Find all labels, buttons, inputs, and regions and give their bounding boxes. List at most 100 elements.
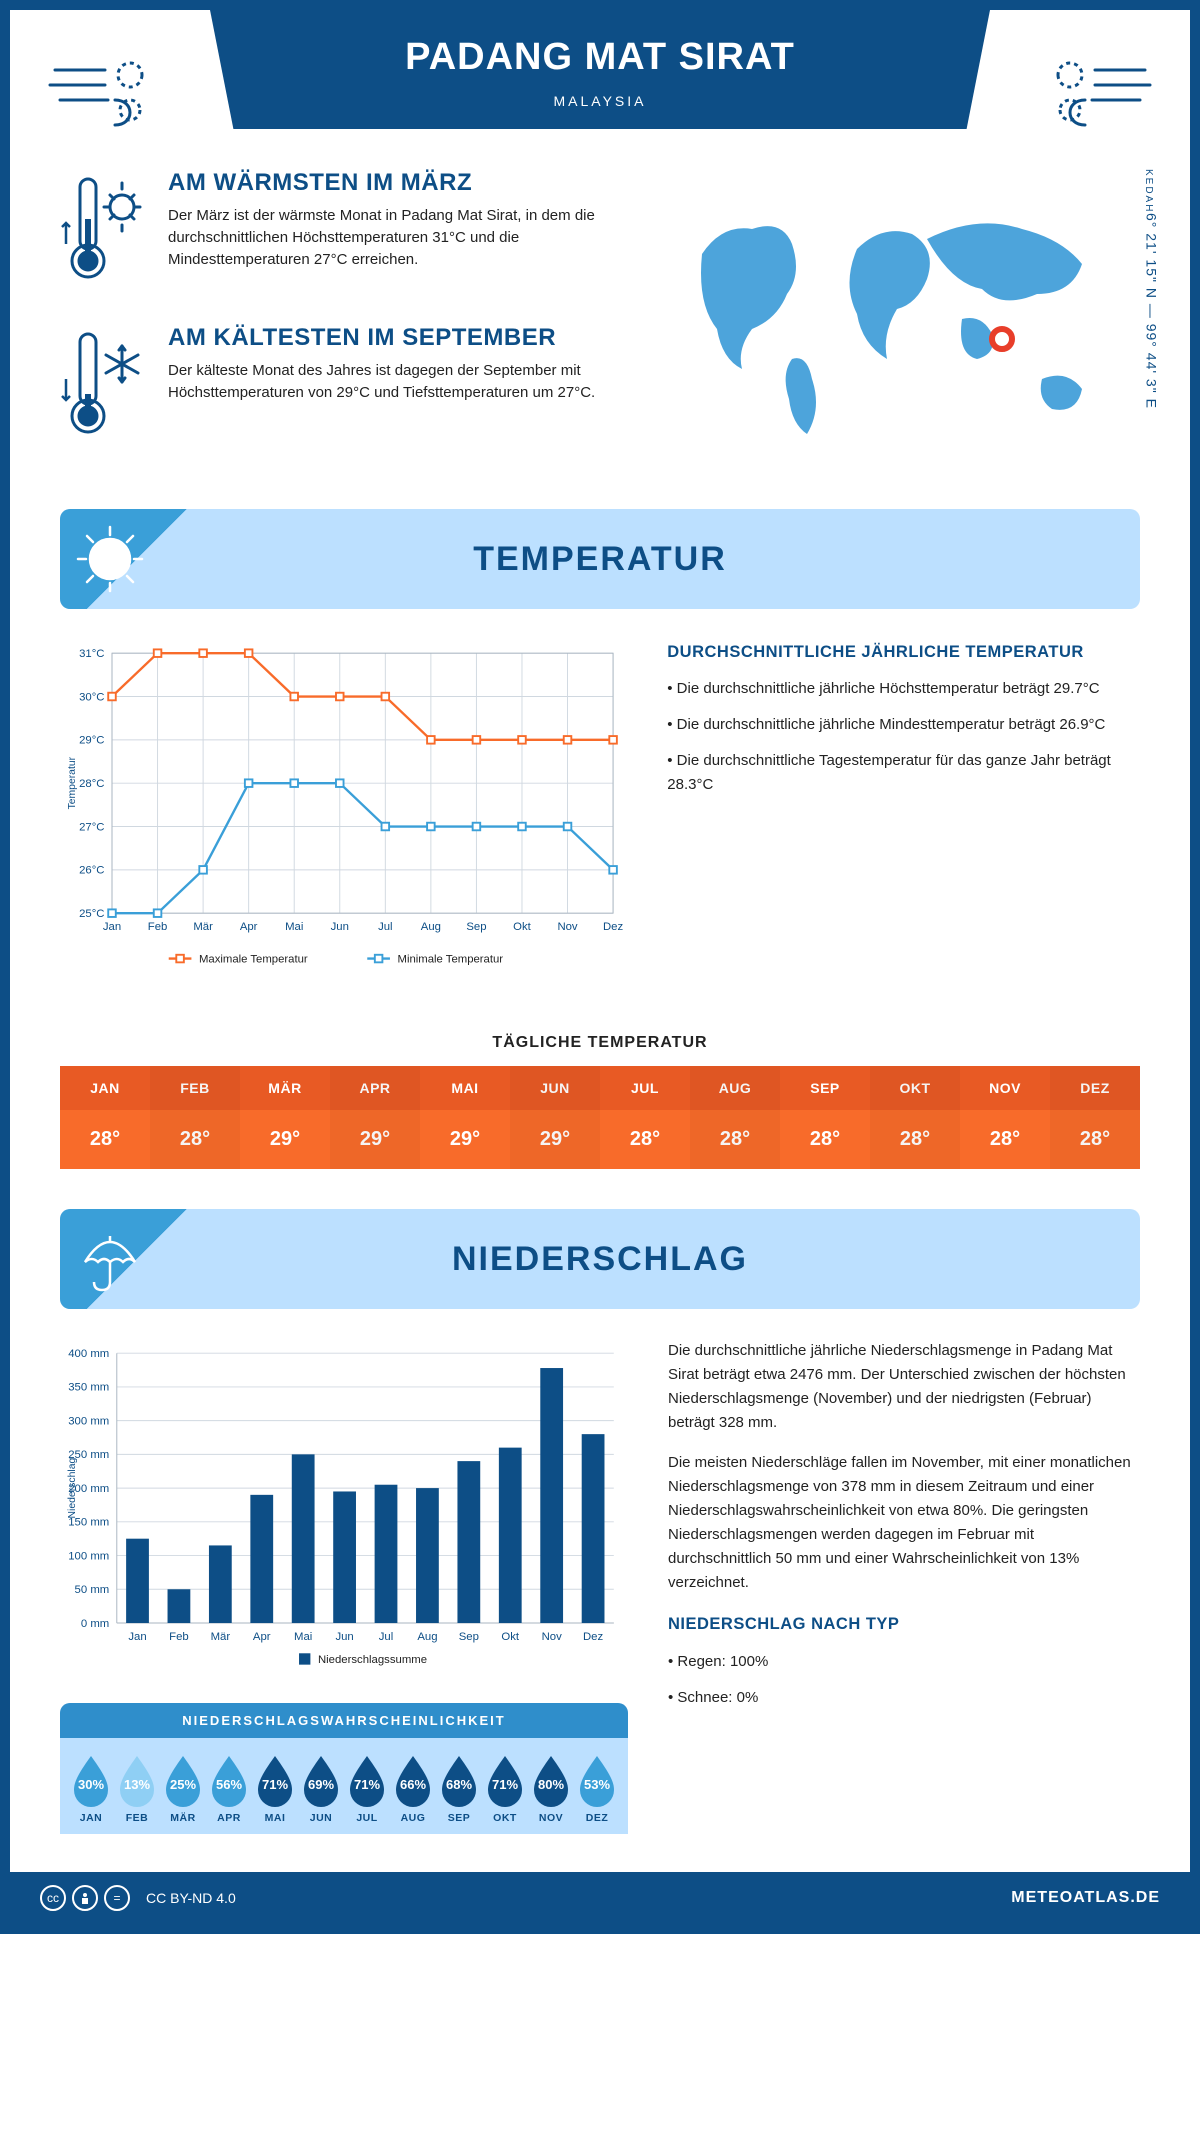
svg-text:Aug: Aug [421, 921, 441, 933]
intro-facts: AM WÄRMSTEN IM MÄRZ Der März ist der wär… [60, 169, 605, 479]
table-cell: 28° [60, 1110, 150, 1169]
table-header: OKT [870, 1066, 960, 1110]
svg-text:Feb: Feb [169, 1631, 189, 1643]
precip-content: 0 mm50 mm100 mm150 mm200 mm250 mm300 mm3… [10, 1309, 1190, 1864]
coordinates: KEDAH 6° 21' 15" N — 99° 44' 3" E [1143, 169, 1160, 479]
svg-text:31°C: 31°C [79, 648, 104, 660]
cc-license: cc = CC BY-ND 4.0 [40, 1885, 236, 1911]
sun-icon [60, 509, 190, 609]
table-header: NOV [960, 1066, 1050, 1110]
section-header-precip: NIEDERSCHLAG [60, 1209, 1140, 1309]
table-header: MAI [420, 1066, 510, 1110]
table-cell: 28° [960, 1110, 1050, 1169]
fact-title: AM KÄLTESTEN IM SEPTEMBER [168, 324, 605, 352]
table-header: APR [330, 1066, 420, 1110]
precip-probability-panel: NIEDERSCHLAGSWAHRSCHEINLICHKEIT 30% JAN … [60, 1703, 628, 1834]
table-cell: 29° [330, 1110, 420, 1169]
svg-text:Mai: Mai [285, 921, 303, 933]
table-header: AUG [690, 1066, 780, 1110]
svg-text:Mär: Mär [193, 921, 213, 933]
precip-prob-cell: 71% OKT [482, 1752, 528, 1824]
table-cell: 29° [240, 1110, 330, 1169]
svg-text:Apr: Apr [240, 921, 258, 933]
table-header: FEB [150, 1066, 240, 1110]
thermometer-cold-icon [60, 324, 150, 449]
infographic-wrapper: PADANG MAT SIRAT MALAYSIA [0, 0, 1200, 1934]
fact-text: Der kälteste Monat des Jahres ist dagege… [168, 360, 605, 404]
svg-text:Jul: Jul [378, 921, 392, 933]
table-cell: 28° [690, 1110, 780, 1169]
temperature-chart: 25°C26°C27°C28°C29°C30°C31°CJanFebMärApr… [60, 639, 627, 984]
svg-text:Niederschlagssumme: Niederschlagssumme [318, 1654, 427, 1666]
fact-warmest: AM WÄRMSTEN IM MÄRZ Der März ist der wär… [60, 169, 605, 294]
world-map-container: KEDAH 6° 21' 15" N — 99° 44' 3" E [645, 169, 1140, 479]
precip-type-title: NIEDERSCHLAG NACH TYP [668, 1611, 1140, 1637]
text-title: DURCHSCHNITTLICHE JÄHRLICHE TEMPERATUR [667, 639, 1140, 665]
daily-temp-table: JANFEBMÄRAPRMAIJUNJULAUGSEPOKTNOVDEZ28°2… [60, 1066, 1140, 1169]
fact-text: Der März ist der wärmste Monat in Padang… [168, 205, 605, 270]
table-cell: 29° [420, 1110, 510, 1169]
svg-text:Feb: Feb [148, 921, 168, 933]
footer-brand: METEOATLAS.DE [1011, 1889, 1160, 1907]
temperature-content: 25°C26°C27°C28°C29°C30°C31°CJanFebMärApr… [10, 609, 1190, 1014]
svg-text:Sep: Sep [459, 1631, 479, 1643]
svg-text:Aug: Aug [417, 1631, 437, 1643]
header: PADANG MAT SIRAT MALAYSIA [210, 10, 990, 129]
svg-text:300 mm: 300 mm [68, 1416, 109, 1428]
svg-text:Okt: Okt [513, 921, 531, 933]
svg-text:Jan: Jan [103, 921, 121, 933]
svg-text:30°C: 30°C [79, 691, 104, 703]
table-header: JUN [510, 1066, 600, 1110]
thermometer-hot-icon [60, 169, 150, 294]
svg-text:25°C: 25°C [79, 908, 104, 920]
svg-text:Apr: Apr [253, 1631, 271, 1643]
svg-text:Temperatur: Temperatur [67, 756, 78, 809]
cc-icon: cc [40, 1885, 66, 1911]
fact-coldest: AM KÄLTESTEN IM SEPTEMBER Der kälteste M… [60, 324, 605, 449]
svg-text:Nov: Nov [542, 1631, 563, 1643]
fact-title: AM WÄRMSTEN IM MÄRZ [168, 169, 605, 197]
table-cell: 28° [1050, 1110, 1140, 1169]
svg-text:Maximale Temperatur: Maximale Temperatur [199, 953, 308, 965]
precip-prob-cell: 53% DEZ [574, 1752, 620, 1824]
table-header: SEP [780, 1066, 870, 1110]
umbrella-icon [60, 1209, 190, 1309]
svg-text:Nov: Nov [557, 921, 577, 933]
temperature-text: DURCHSCHNITTLICHE JÄHRLICHE TEMPERATUR •… [667, 639, 1140, 984]
intro-section: AM WÄRMSTEN IM MÄRZ Der März ist der wär… [10, 129, 1190, 509]
svg-text:27°C: 27°C [79, 821, 104, 833]
svg-text:Minimale Temperatur: Minimale Temperatur [398, 953, 504, 965]
precip-prob-cell: 71% JUL [344, 1752, 390, 1824]
precip-prob-cell: 30% JAN [68, 1752, 114, 1824]
svg-text:350 mm: 350 mm [68, 1382, 109, 1394]
svg-text:Jun: Jun [335, 1631, 353, 1643]
daily-temp-title: TÄGLICHE TEMPERATUR [10, 1034, 1190, 1052]
page-title: PADANG MAT SIRAT [210, 36, 990, 79]
table-cell: 28° [150, 1110, 240, 1169]
footer: cc = CC BY-ND 4.0 METEOATLAS.DE [10, 1872, 1190, 1924]
table-header: DEZ [1050, 1066, 1140, 1110]
precip-text: Die durchschnittliche jährliche Niedersc… [668, 1339, 1140, 1834]
table-header: MÄR [240, 1066, 330, 1110]
section-title: TEMPERATUR [473, 540, 727, 579]
svg-text:29°C: 29°C [79, 735, 104, 747]
table-cell: 28° [600, 1110, 690, 1169]
svg-text:Dez: Dez [583, 1631, 604, 1643]
svg-text:Jun: Jun [331, 921, 349, 933]
svg-text:Mai: Mai [294, 1631, 312, 1643]
precip-prob-cell: 68% SEP [436, 1752, 482, 1824]
svg-text:Niederschlag: Niederschlag [67, 1458, 78, 1519]
by-icon [72, 1885, 98, 1911]
table-cell: 28° [870, 1110, 960, 1169]
svg-text:26°C: 26°C [79, 865, 104, 877]
table-header: JUL [600, 1066, 690, 1110]
svg-text:Dez: Dez [603, 921, 623, 933]
precip-prob-cell: 71% MAI [252, 1752, 298, 1824]
wind-icon [1015, 40, 1155, 140]
precip-chart: 0 mm50 mm100 mm150 mm200 mm250 mm300 mm3… [60, 1339, 628, 1834]
precip-prob-cell: 25% MÄR [160, 1752, 206, 1824]
nd-icon: = [104, 1885, 130, 1911]
precip-prob-cell: 66% AUG [390, 1752, 436, 1824]
svg-text:Jan: Jan [128, 1631, 146, 1643]
wind-icon [45, 40, 185, 140]
